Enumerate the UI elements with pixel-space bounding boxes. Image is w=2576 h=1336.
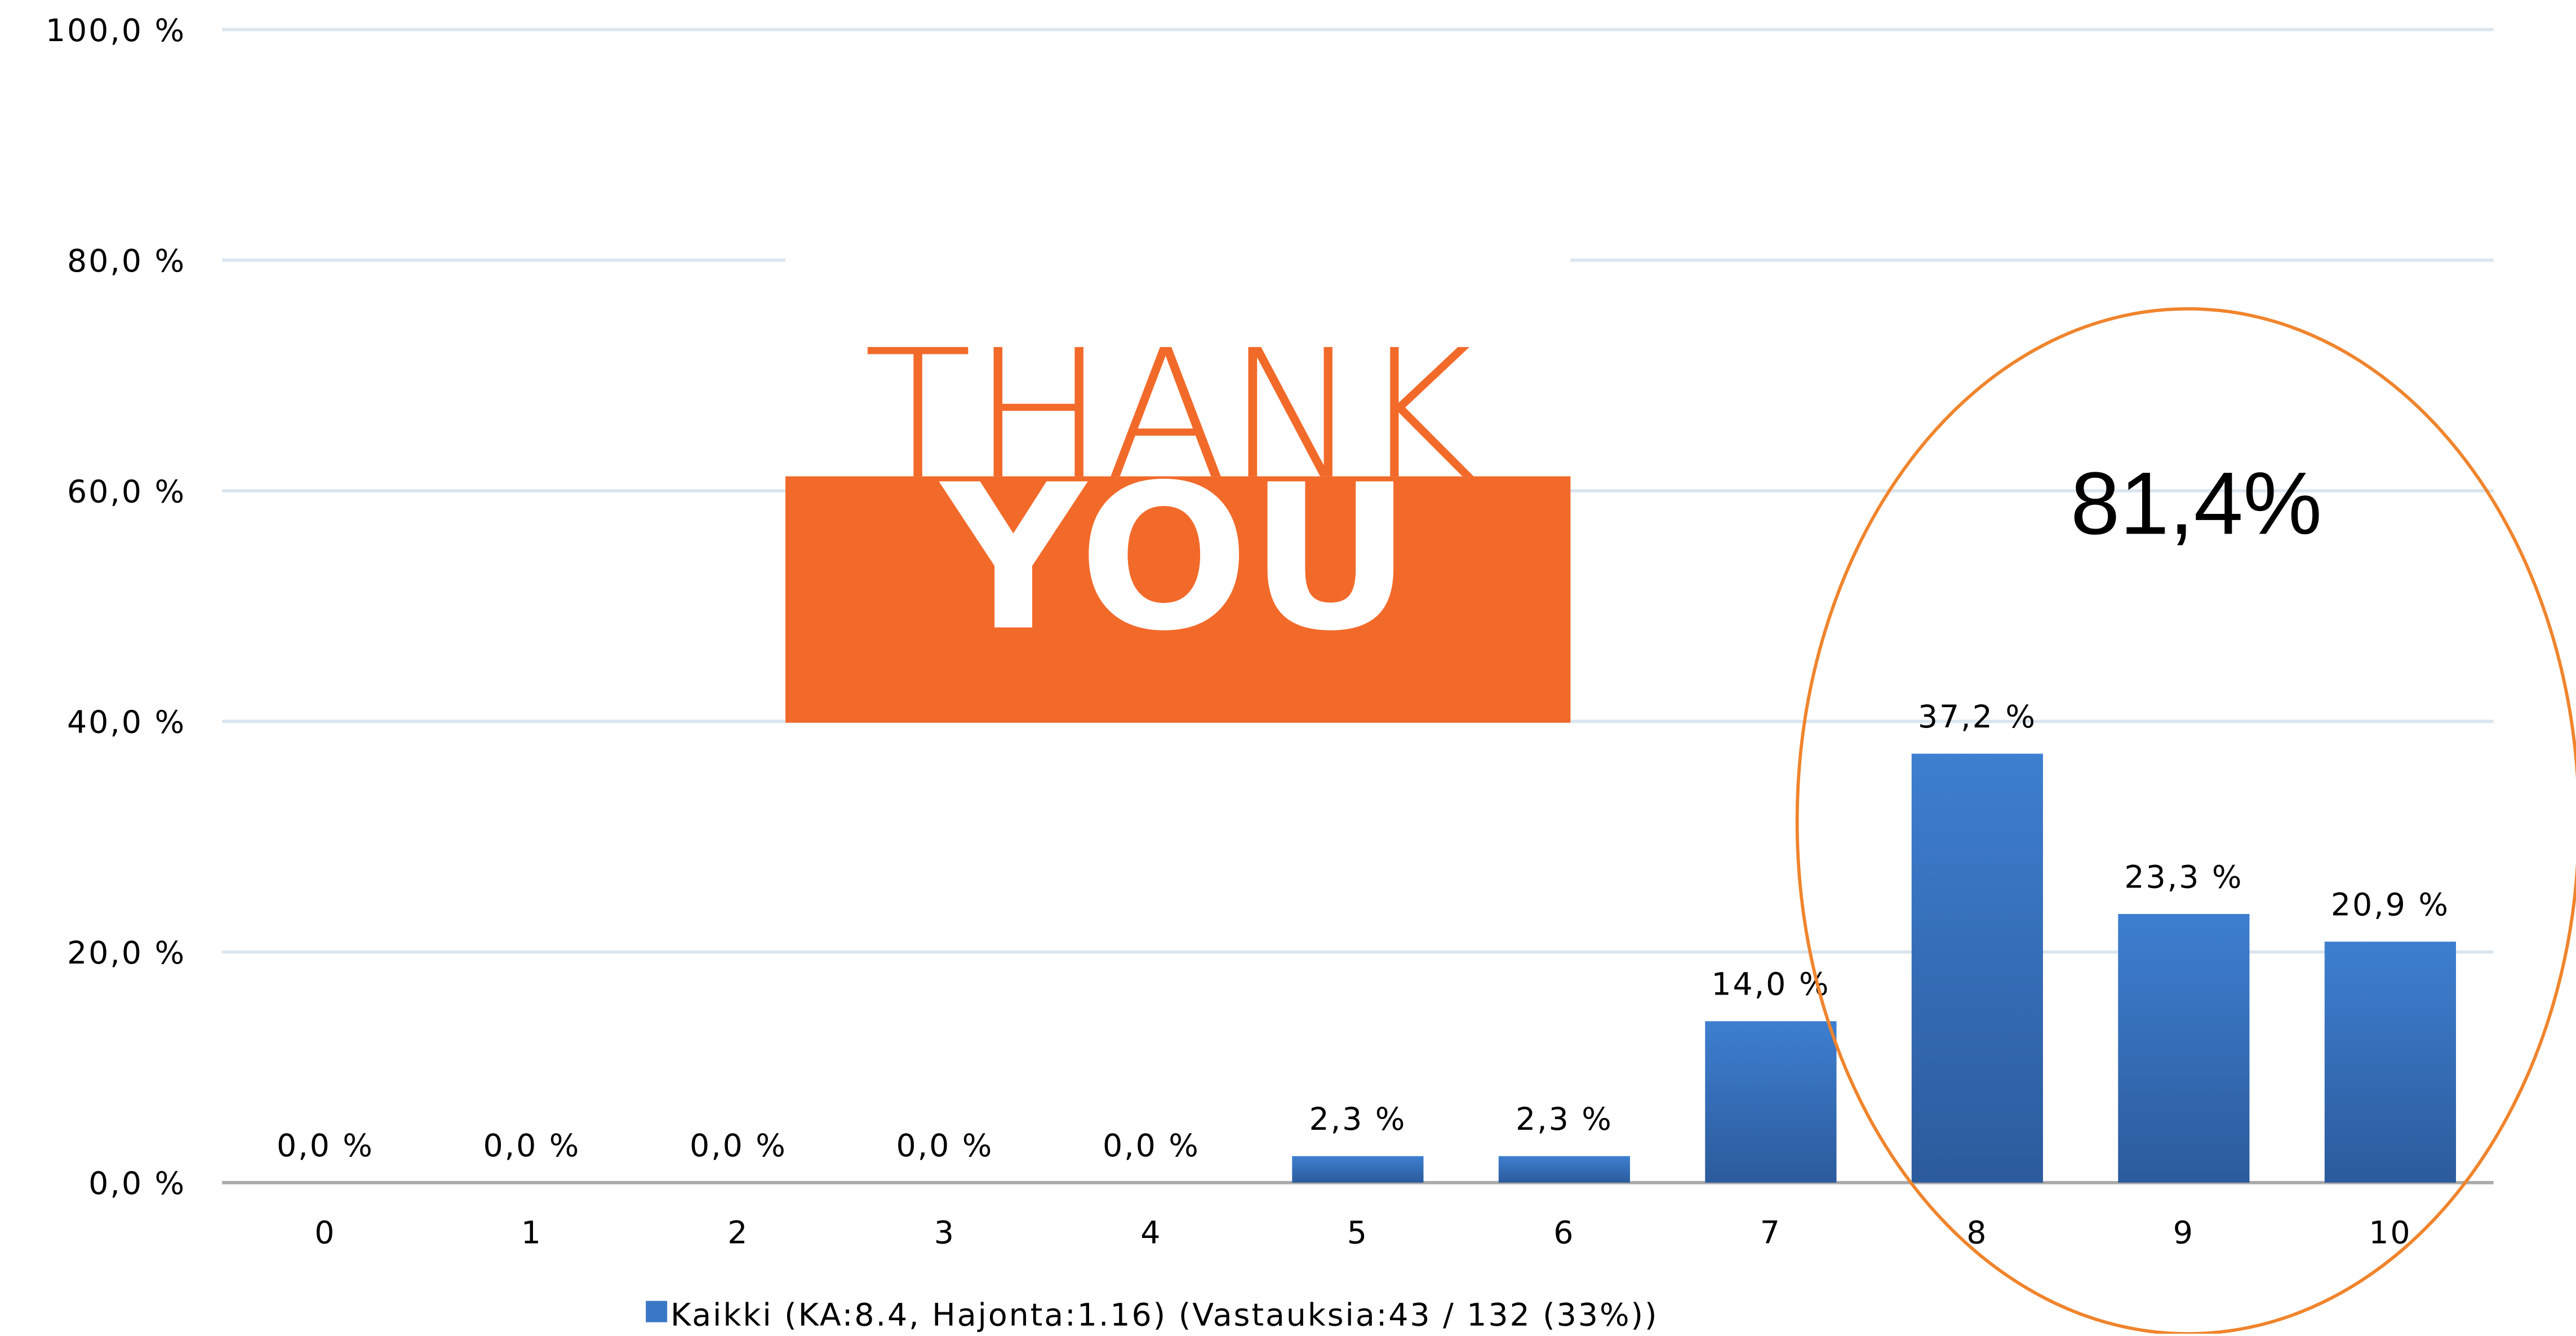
data-label: 37,2 % <box>1918 699 2037 735</box>
bar <box>1292 1156 1424 1183</box>
x-tick-label: 4 <box>1140 1215 1162 1251</box>
y-tick-label: 0,0 % <box>88 1166 186 1202</box>
y-tick-label: 80,0 % <box>67 243 186 279</box>
data-label: 20,9 % <box>2331 887 2450 923</box>
data-label: 0,0 % <box>690 1128 787 1164</box>
x-tick-label: 3 <box>934 1215 956 1251</box>
legend-swatch <box>646 1301 668 1322</box>
x-tick-label: 6 <box>1553 1215 1575 1251</box>
y-tick-label: 100,0 % <box>46 13 186 49</box>
bar <box>1498 1156 1630 1183</box>
data-label: 14,0 % <box>1711 967 1830 1003</box>
x-tick-label: 5 <box>1347 1215 1369 1251</box>
image-text: YOU <box>938 442 1412 675</box>
data-label: 2,3 % <box>1516 1102 1613 1138</box>
bar <box>2118 914 2250 1183</box>
data-label: 0,0 % <box>277 1128 374 1164</box>
y-tick-label: 40,0 % <box>67 705 186 741</box>
thank-you-image: THANK YOU <box>785 210 1571 723</box>
x-tick-label: 0 <box>314 1215 336 1251</box>
data-label: 23,3 % <box>2124 859 2243 895</box>
bar <box>1911 753 2043 1183</box>
x-tick-label: 7 <box>1760 1215 1782 1251</box>
x-tick-label: 10 <box>2369 1215 2411 1251</box>
x-tick-label: 1 <box>521 1215 543 1251</box>
y-tick-label: 20,0 % <box>67 935 186 971</box>
x-tick-label: 9 <box>2173 1215 2195 1251</box>
bar <box>2324 942 2456 1183</box>
data-label: 0,0 % <box>1103 1128 1200 1164</box>
image-text: THANK <box>864 312 1476 518</box>
image-band <box>785 476 1571 723</box>
annotation: 81,4% <box>2071 454 2322 553</box>
y-tick-label: 60,0 % <box>67 474 186 510</box>
legend-label: Kaikki (KA:8.4, Hajonta:1.16) (Vastauksi… <box>670 1297 1659 1333</box>
marks: 0 0,0 % 1 0,0 % 2 0,0 % 3 0,0 % 4 0,0 % 5 2,3 % 6 2,3… <box>277 699 2456 1251</box>
x-tick-label: 2 <box>727 1215 749 1251</box>
bar <box>1705 1021 1837 1183</box>
data-label: 2,3 % <box>1309 1102 1406 1138</box>
data-label: 0,0 % <box>483 1128 580 1164</box>
data-label: 0,0 % <box>896 1128 993 1164</box>
grid: 0,0 % 20,0 % 40,0 % 60,0 % 80,0 % 100,0 % <box>46 13 2494 1202</box>
